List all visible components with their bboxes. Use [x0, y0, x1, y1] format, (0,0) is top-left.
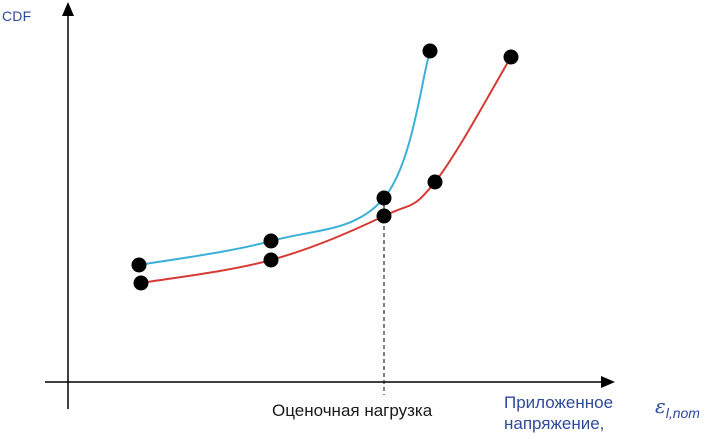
series-layer [138, 50, 512, 284]
data-point-s1-4 [422, 43, 438, 59]
series-line-2 [140, 56, 512, 284]
data-point-s2-1 [133, 275, 149, 291]
axes [45, 2, 615, 409]
data-point-s1-2 [263, 233, 279, 249]
data-points [131, 43, 519, 291]
x-symbol-epsilon: ε [655, 394, 666, 418]
series-line-1 [138, 50, 431, 266]
load-annotation: Оценочная нагрузка [272, 401, 433, 420]
data-point-s2-3 [376, 208, 392, 224]
data-point-s2-5 [503, 49, 519, 65]
y-axis-arrow [62, 2, 74, 16]
data-point-s2-4 [427, 174, 443, 190]
x-axis-label: Приложенное напряжение, [504, 393, 614, 433]
x-axis-arrow [601, 376, 615, 388]
data-point-s1-3 [376, 190, 392, 206]
data-point-s2-2 [263, 252, 279, 268]
data-point-s1-1 [131, 257, 147, 273]
y-axis-label: CDF [2, 8, 32, 24]
x-axis-symbol: εl,nom [655, 394, 700, 421]
x-symbol-subscript: l,nom [665, 405, 700, 421]
